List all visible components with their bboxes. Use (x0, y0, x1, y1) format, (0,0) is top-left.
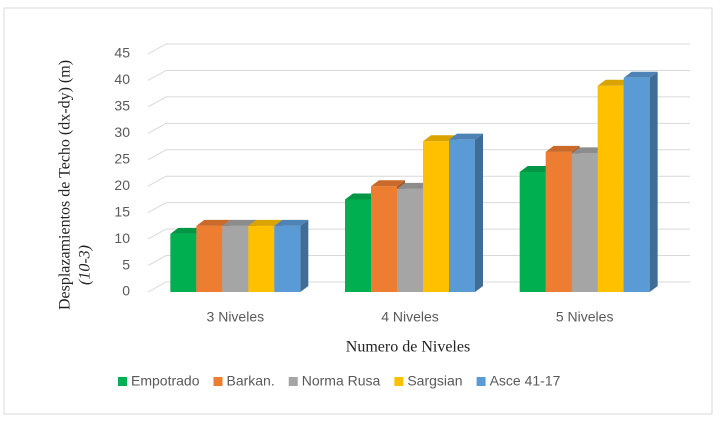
bar-front (248, 225, 275, 292)
legend-swatch (213, 377, 223, 386)
grid-line (147, 255, 690, 266)
legend-swatch (394, 377, 404, 386)
bar-side (649, 71, 658, 292)
grid-line (147, 69, 690, 81)
bar-front (423, 141, 449, 292)
bar-top (623, 71, 658, 78)
x-tick-label: 4 Niveles (381, 309, 439, 325)
bar-top (222, 219, 257, 226)
bar (274, 219, 309, 292)
y-tick-label: 45 (114, 45, 130, 61)
y-tick-label: 15 (114, 203, 130, 219)
bar-top (397, 182, 431, 189)
y-tick-label: 35 (114, 98, 130, 114)
bar (623, 71, 658, 292)
bar-front (196, 225, 223, 292)
y-tick-label: 25 (114, 150, 130, 166)
grid-line (147, 96, 690, 108)
legend-swatch (288, 377, 298, 386)
bar-top (423, 135, 457, 142)
legend-swatch (118, 377, 127, 386)
grid-line (147, 228, 690, 240)
bar-top (196, 219, 231, 226)
bar-side (475, 133, 483, 292)
bar (519, 165, 554, 292)
bar-front (345, 199, 371, 292)
bar-top (519, 165, 554, 172)
bar-front (274, 225, 301, 292)
bar-top (274, 219, 309, 226)
bar-front (597, 85, 624, 292)
y-tick-label: 20 (114, 177, 130, 193)
bar (449, 133, 483, 292)
bar-top (170, 227, 205, 234)
legend-label: Norma Rusa (302, 373, 381, 389)
grid-line (147, 202, 690, 214)
legend-label: Empotrado (131, 373, 200, 389)
bar-front (623, 77, 650, 292)
bar-front (371, 186, 397, 292)
bar-top (545, 145, 580, 152)
y-tick-label: 10 (114, 230, 130, 246)
bar-top (571, 147, 606, 154)
legend-label: Sargsian (407, 373, 462, 389)
grid-line (147, 175, 690, 187)
legend-label: Barkan. (226, 373, 274, 389)
x-tick-label: 3 Niveles (207, 309, 265, 325)
x-axis-label: Numero de Niveles (346, 339, 470, 356)
y-axis-label-group: Desplazamientos de Techo (dx-dy) (m) (10… (57, 60, 94, 310)
y-tick-label: 0 (122, 283, 130, 299)
grid-line (147, 149, 690, 161)
y-tick-label: 5 (122, 256, 130, 272)
x-tick-label: 5 Niveles (556, 309, 614, 325)
grid-line (147, 281, 690, 293)
y-axis-label: (10-3) (77, 245, 94, 285)
bar-top (597, 79, 632, 86)
legend-swatch (476, 377, 486, 386)
bar-front (397, 188, 423, 292)
y-tick-label: 30 (114, 124, 130, 140)
bar-front (545, 151, 572, 292)
bar-front (170, 233, 197, 292)
bar-side (300, 219, 309, 292)
grid-line (147, 43, 690, 55)
bar (196, 219, 231, 292)
bar-front (222, 225, 249, 292)
grid-line (147, 122, 690, 134)
bar-front (571, 153, 598, 292)
bar-top (345, 193, 379, 200)
bar-top (371, 180, 405, 187)
bar-top (248, 219, 283, 226)
legend-label: Asce 41-17 (490, 373, 561, 389)
y-tick-label: 40 (114, 71, 130, 87)
bar-top (449, 133, 483, 140)
bar-front (519, 171, 546, 292)
bar-front (449, 139, 475, 292)
y-axis-label: Desplazamientos de Techo (dx-dy) (m) (57, 60, 74, 310)
